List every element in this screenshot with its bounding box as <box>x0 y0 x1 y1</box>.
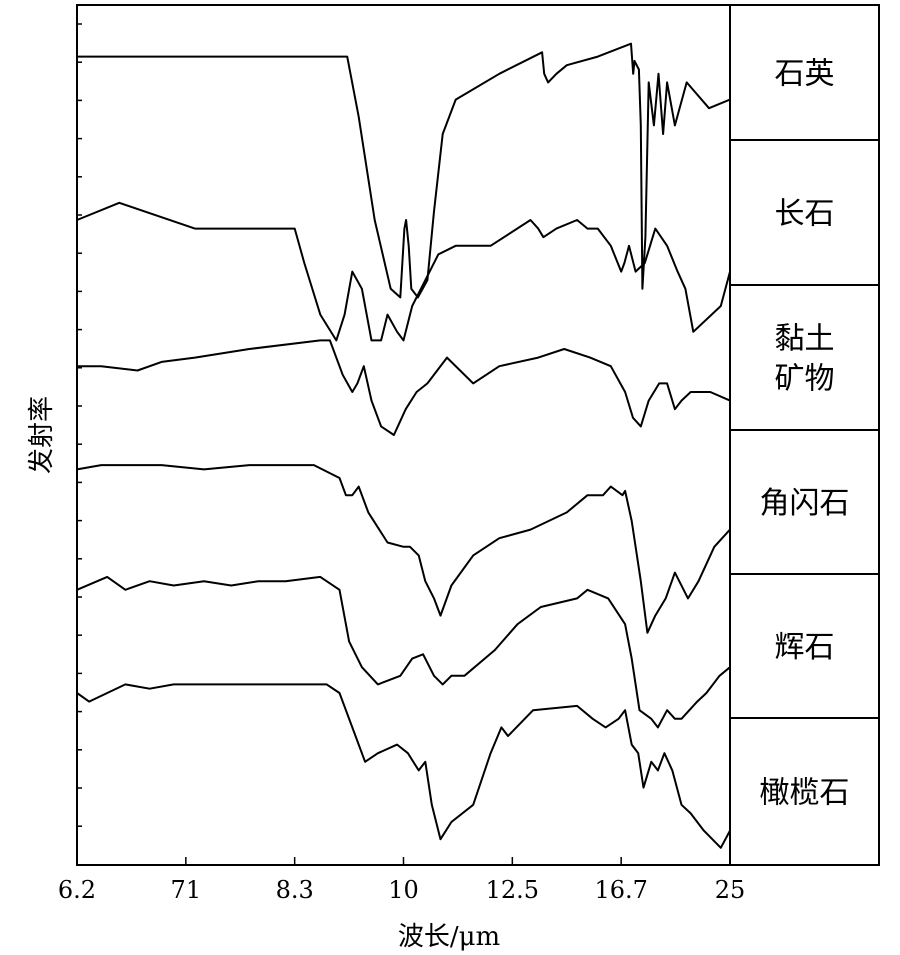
mineral-label: 角闪石 <box>760 486 850 521</box>
spectrum-line <box>77 42 731 299</box>
x-tick-label: 25 <box>715 876 746 904</box>
mineral-label: 长石 <box>775 197 835 232</box>
x-tick-label: 71 <box>171 876 202 904</box>
mineral-label: 黏土 <box>775 322 835 357</box>
x-tick-label: 6.2 <box>58 876 96 904</box>
x-tick-label: 10 <box>388 876 419 904</box>
x-tick-label: 8.3 <box>276 876 314 904</box>
mineral-label: 橄榄石 <box>760 776 850 811</box>
x-axis-ticks: 6.2 71 8.3 10 12.5 16.7 25 <box>58 857 745 904</box>
mineral-label: 辉石 <box>775 630 835 665</box>
spectrum-line <box>76 464 731 634</box>
x-axis-title: 波长/μm <box>398 922 500 952</box>
spectrum-line <box>77 339 731 436</box>
spectrum-line <box>76 201 731 342</box>
plot-frame <box>76 4 880 866</box>
x-tick-label: 16.7 <box>594 876 647 904</box>
x-tick-label: 12.5 <box>486 876 539 904</box>
y-axis-ticks <box>77 23 82 827</box>
spectra-series <box>76 42 731 849</box>
mineral-label: 石英 <box>775 57 835 92</box>
mineral-label: 矿物 <box>775 362 835 397</box>
spectrum-line <box>76 575 731 729</box>
y-axis-title: 发射率 <box>27 396 57 474</box>
spectrum-line <box>76 683 731 849</box>
